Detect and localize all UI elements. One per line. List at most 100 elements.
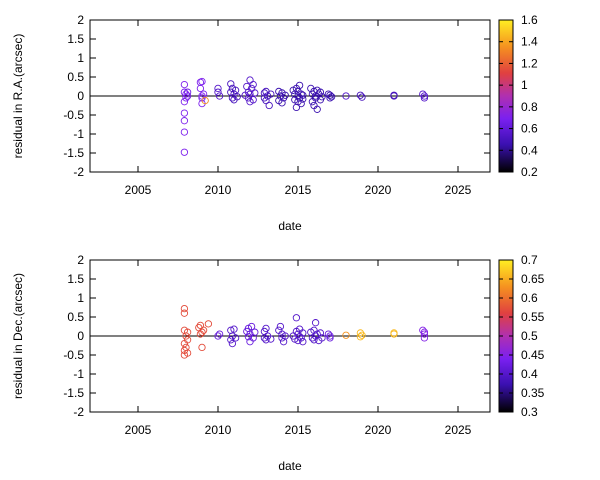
data-point [228,339,237,348]
y-tick-label: 0.5 [67,310,84,324]
colorbar-tick-label: 0.7 [521,253,538,267]
x-tick-label: 2010 [205,423,232,437]
data-point [267,90,275,98]
data-point [299,95,307,103]
data-point [180,304,189,313]
x-tick-label: 2025 [445,423,472,437]
data-point [419,90,427,98]
data-point [420,330,429,338]
data-point [215,330,224,338]
data-point [311,319,320,327]
data-point [278,99,286,107]
data-point [227,336,235,344]
colorbar-tick-label: 0.55 [521,310,545,324]
y-axis-label: residual in R.A.(arcsec) [11,34,25,159]
data-point [420,328,429,336]
data-point [199,326,208,334]
data-point [215,92,224,100]
data-point [299,338,307,346]
data-point [326,334,334,342]
x-tick-label: 2005 [125,423,152,437]
colorbar-tick-label: 0.6 [521,122,538,136]
y-tick-label: -1 [73,367,84,381]
data-point [310,336,318,344]
data-point [313,105,321,113]
y-tick-label: 1 [77,291,84,305]
ra-residual-panel: -2 -1.5 -1 -0.5 0 0.5 1 1.5 2 2005 2010 2015 2020 202… [11,13,538,233]
data-point [249,96,257,104]
data-point [251,89,259,97]
data-point [182,332,190,340]
data-point [214,84,222,93]
data-point [198,77,206,86]
data-point [241,91,249,99]
data-point [419,326,427,334]
data-point [180,98,189,106]
data-point [324,330,333,338]
colorbar-tick-label: 0.35 [521,386,545,400]
y-tick-label: 0.5 [67,70,84,84]
data-point [326,94,334,102]
data-point [214,332,222,340]
data-point [183,328,192,336]
colorbar-tick-label: 0.6 [521,291,538,305]
data-point [183,88,192,96]
colorbar-tick-label: 0.4 [521,143,538,157]
y-tick-label: 1.5 [67,272,84,286]
data-point [297,99,305,108]
x-axis-label: date [278,459,302,473]
colorbar-tick-label: 1.6 [521,13,538,27]
x-tick-label: 2025 [445,183,472,197]
data-point [281,332,289,340]
y-tick-label: -2 [73,405,84,419]
data-point [356,91,365,99]
data-point [183,92,192,100]
y-tick-label: 1 [77,51,84,65]
dec-residual-panel: -2 -1.5 -1 -0.5 0 0.5 1 1.5 2 2005 2010 2015 2020 202… [11,253,545,473]
data-point [316,329,325,337]
data-point [180,80,189,89]
data-point [198,343,206,352]
colorbar-tick-label: 1.4 [521,35,538,49]
colorbar-tick-label: 0.5 [521,329,538,343]
colorbar-tick-label: 0.3 [521,405,538,419]
data-point [342,331,350,339]
data-point [358,93,366,101]
data-point [276,322,285,331]
x-tick-label: 2015 [285,423,312,437]
data-point [247,322,256,331]
data-point [297,334,305,342]
data-point [420,92,429,100]
x-axis-label: date [278,219,302,233]
data-point [356,329,365,337]
data-point [318,334,326,342]
data-point [420,94,429,102]
data-point [390,329,398,337]
y-tick-label: -1.5 [63,146,84,160]
data-point [182,90,190,98]
y-tick-label: -1 [73,127,84,141]
x-tick-label: 2010 [205,183,232,197]
x-tick-label: 2005 [125,183,152,197]
data-point [180,309,189,317]
data-point [180,117,189,125]
data-point [251,328,259,336]
data-point [295,81,304,90]
data-point [390,92,398,100]
data-point [183,336,192,344]
data-point [356,333,365,341]
y-tick-label: 0 [77,329,84,343]
data-point [183,349,192,357]
x-tick-label: 2020 [365,183,392,197]
data-point [281,91,289,99]
colorbar-tick-label: 0.2 [521,165,538,179]
data-point [228,94,237,102]
data-point [180,148,189,156]
data-point [227,80,235,88]
data-point [198,328,206,336]
data-point [230,325,238,333]
data-point [292,314,301,322]
y-tick-label: 0 [77,89,84,103]
colorbar [498,19,514,173]
